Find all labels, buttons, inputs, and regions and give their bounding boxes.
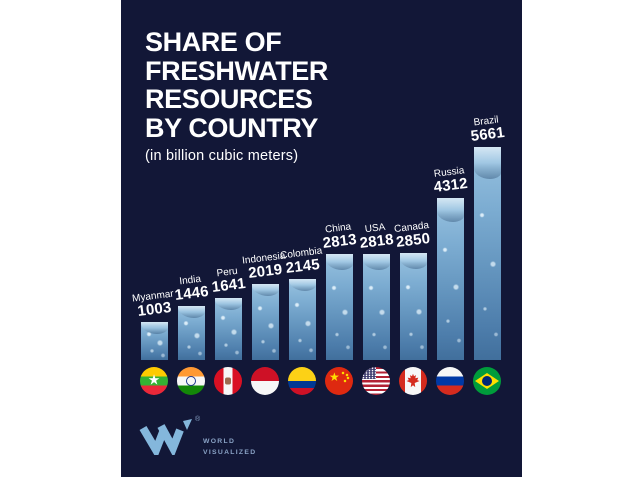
country-value-label: 2813 [321, 230, 358, 252]
world-visualized-logo-icon [139, 419, 192, 455]
bar-column: Brazil 5661 [468, 114, 506, 395]
bar-label: Peru 1641 [209, 265, 247, 296]
flag-indonesia-icon [251, 367, 279, 395]
country-value-label: 1003 [136, 298, 173, 320]
water-bar [325, 254, 353, 360]
bar-column: Colombia 2145 [279, 246, 323, 395]
country-value-label: 1446 [173, 282, 210, 304]
water-bar [399, 253, 427, 360]
water-bar [473, 147, 501, 360]
bar-column: Peru 1641 [209, 265, 247, 395]
country-value-label: 2818 [358, 230, 395, 252]
bar-column: Canada 2850 [394, 220, 432, 395]
country-value-label: 4312 [432, 174, 469, 196]
title-line-2: FRESHWATER [145, 55, 328, 86]
bar-chart: Myanmar 1003 India 1446 Peru 1641 [121, 0, 522, 477]
bar-label: USA 2818 [357, 221, 395, 252]
flag-india-icon [177, 367, 205, 395]
country-value-label: 2850 [395, 229, 432, 251]
infographic-panel: SHARE OF FRESHWATER RESOURCES BY COUNTRY… [121, 0, 522, 477]
bar-column: USA 2818 [357, 221, 395, 395]
bar-column: Russia 4312 [431, 165, 469, 395]
bar-column: Myanmar 1003 [132, 289, 174, 395]
bar-label: China 2813 [320, 221, 358, 252]
subtitle: (in billion cubic meters) [145, 148, 299, 164]
bar-label: Canada 2850 [394, 220, 432, 251]
brand-line-2: VISUALIZED [203, 448, 257, 456]
country-value-label: 2145 [284, 255, 321, 277]
flag-russia-icon [436, 367, 464, 395]
bar-column: Indonesia 2019 [242, 250, 286, 395]
bar-label: Brazil 5661 [468, 114, 506, 145]
bar-label: Myanmar 1003 [132, 289, 177, 320]
water-bar [251, 284, 279, 360]
water-bar [436, 198, 464, 360]
water-bar [214, 298, 242, 360]
water-bar [362, 254, 390, 360]
registered-mark: ® [195, 416, 201, 423]
flag-peru-icon [214, 367, 242, 395]
flag-colombia-icon [288, 367, 316, 395]
flag-myanmar-icon [140, 367, 168, 395]
country-value-label: 1641 [210, 274, 247, 296]
bar-label: Colombia 2145 [279, 246, 324, 277]
flag-canada-icon [399, 367, 427, 395]
title-line-4: BY COUNTRY [145, 112, 319, 143]
water-bar [288, 279, 316, 360]
page-title: SHARE OF FRESHWATER RESOURCES BY COUNTRY [145, 28, 328, 142]
brand-text: WORLD VISUALIZED [203, 437, 256, 458]
bar-label: India 1446 [172, 273, 210, 304]
flag-brazil-icon [473, 367, 501, 395]
flag-usa-icon [362, 367, 390, 395]
country-value-label: 5661 [469, 123, 506, 145]
bar-label: Russia 4312 [431, 165, 469, 196]
brand-line-1: WORLD [203, 438, 236, 445]
flag-china-icon [325, 367, 353, 395]
title-line-3: RESOURCES [145, 84, 313, 114]
title-line-1: SHARE OF [145, 27, 282, 57]
bar-column: India 1446 [172, 273, 210, 395]
bar-column: China 2813 [320, 221, 358, 395]
water-bar [177, 306, 205, 360]
water-bar [140, 322, 168, 360]
